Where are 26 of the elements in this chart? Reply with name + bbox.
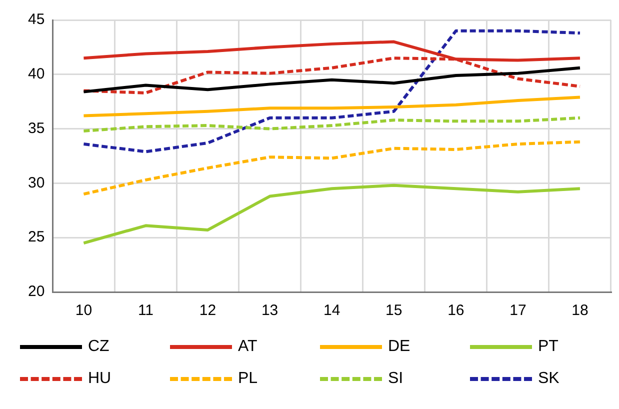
legend-label: DE xyxy=(388,338,410,356)
x-tick-label: 13 xyxy=(261,302,278,320)
legend-label: SK xyxy=(538,370,560,388)
legend-label: PL xyxy=(238,370,258,388)
line-series xyxy=(82,116,582,132)
legend-label: HU xyxy=(88,370,112,388)
legend-label: PT xyxy=(538,338,558,356)
y-tick-label: 25 xyxy=(28,228,45,246)
legend-label: AT xyxy=(238,338,258,356)
line-series xyxy=(82,29,582,154)
legend-label: SI xyxy=(388,370,404,388)
x-tick-label: 16 xyxy=(448,302,464,320)
x-tick-label: 15 xyxy=(386,302,402,320)
x-tick-label: 12 xyxy=(199,302,216,320)
y-tick-label: 35 xyxy=(28,120,45,137)
line-series xyxy=(82,140,582,196)
legend-label: CZ xyxy=(88,338,110,356)
x-tick-label: 18 xyxy=(572,302,588,320)
x-tick-label: 10 xyxy=(75,302,92,320)
x-tick-label: 11 xyxy=(138,302,154,320)
y-tick-label: 30 xyxy=(28,174,45,192)
y-tick-label: 20 xyxy=(28,283,45,300)
y-tick-label: 40 xyxy=(28,66,45,83)
x-tick-label: 17 xyxy=(510,302,526,320)
y-tick-label: 45 xyxy=(28,11,45,28)
x-tick-label: 14 xyxy=(324,302,340,320)
